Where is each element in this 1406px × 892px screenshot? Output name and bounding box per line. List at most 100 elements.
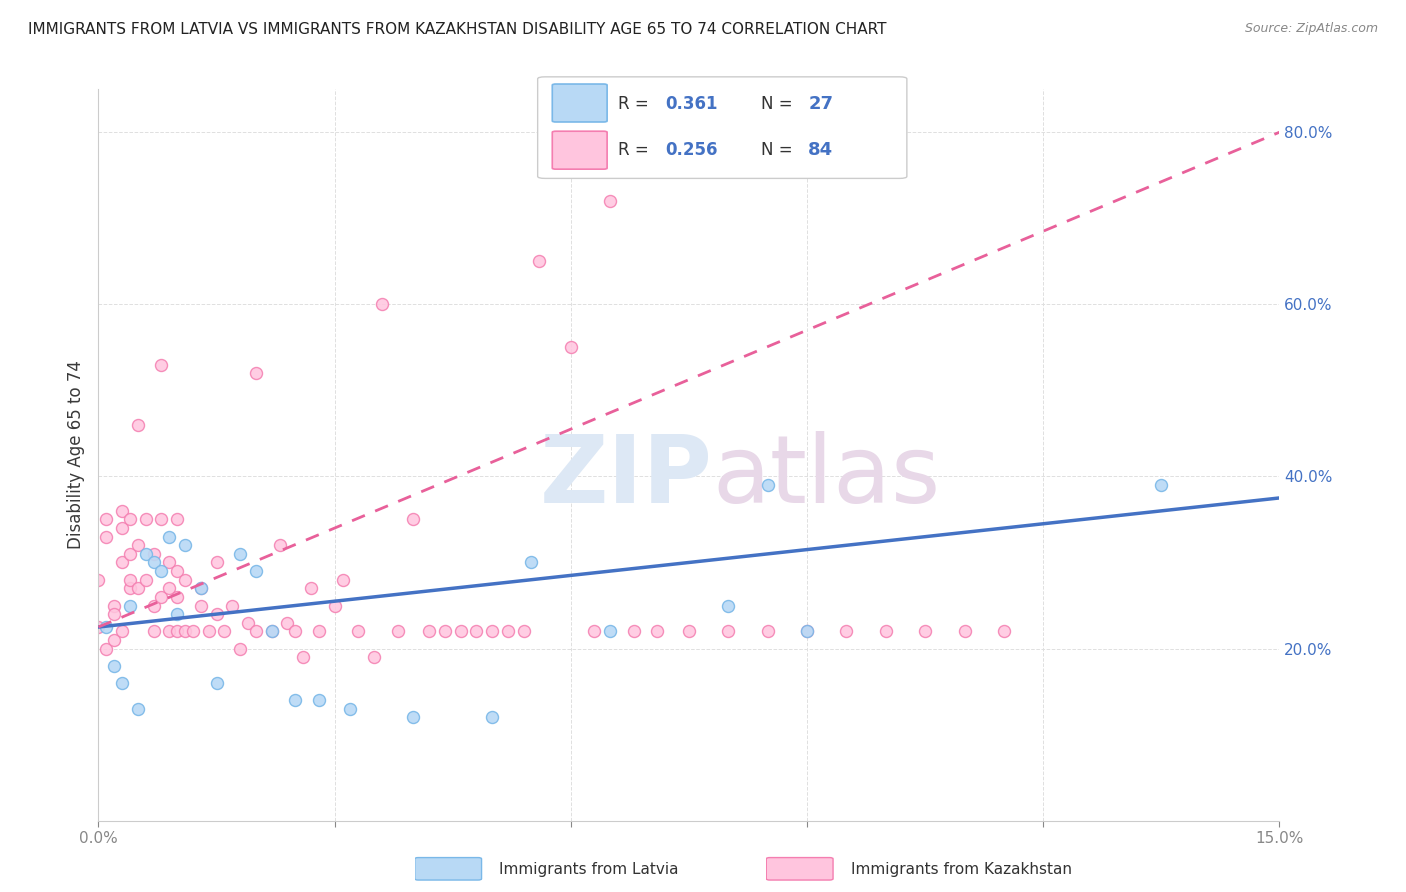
Point [174,538,197,552]
Point [433,624,456,639]
Point [135,512,157,526]
Point [245,564,267,578]
Point [127,417,149,432]
Point [221,599,243,613]
Point [96,512,118,526]
Point [678,624,700,639]
Point [245,624,267,639]
Text: 0.256: 0.256 [665,141,718,159]
Point [914,624,936,639]
Point [835,624,858,639]
Point [583,624,606,639]
Point [174,624,197,639]
Point [1150,478,1173,492]
Point [756,478,779,492]
Point [157,530,180,544]
FancyBboxPatch shape [415,857,481,880]
Point [166,512,188,526]
Point [269,538,291,552]
Point [127,702,149,716]
Point [347,624,370,639]
Text: Source: ZipAtlas.com: Source: ZipAtlas.com [1244,22,1378,36]
Text: R =: R = [619,141,654,159]
Point [87,620,110,634]
Text: 0.361: 0.361 [665,95,718,112]
Point [260,624,283,639]
Text: atlas: atlas [713,431,941,523]
Point [166,564,188,578]
Point [111,521,134,535]
Point [756,624,779,639]
Point [450,624,472,639]
Point [717,599,740,613]
Point [111,676,134,690]
Point [150,512,173,526]
Point [402,710,425,724]
Point [205,556,228,570]
Point [157,624,180,639]
Point [96,530,118,544]
Point [229,547,252,561]
Point [127,582,149,596]
Point [135,547,157,561]
Text: 27: 27 [808,95,834,112]
Point [623,624,645,639]
FancyBboxPatch shape [766,857,834,880]
Text: N =: N = [761,141,797,159]
Text: Immigrants from Latvia: Immigrants from Latvia [499,863,679,877]
Point [299,582,322,596]
Point [118,512,141,526]
Point [166,607,188,621]
Point [103,599,125,613]
Point [157,582,180,596]
Point [118,599,141,613]
Point [599,624,621,639]
Point [150,358,173,372]
Point [229,641,252,656]
Text: 84: 84 [808,141,834,159]
Point [135,573,157,587]
Point [96,641,118,656]
Point [953,624,976,639]
Point [150,590,173,604]
Point [96,620,118,634]
Point [496,624,519,639]
FancyBboxPatch shape [553,84,607,122]
Point [402,512,425,526]
Point [323,599,346,613]
Point [166,624,188,639]
Point [174,573,197,587]
Point [103,632,125,647]
Point [103,658,125,673]
Point [717,624,740,639]
Point [205,676,228,690]
Point [371,297,394,311]
Point [111,624,134,639]
Point [560,340,582,354]
Point [118,547,141,561]
Point [190,582,212,596]
Point [142,599,165,613]
Point [236,615,259,630]
Point [181,624,204,639]
Point [142,556,165,570]
Point [276,615,298,630]
Point [111,556,134,570]
Text: IMMIGRANTS FROM LATVIA VS IMMIGRANTS FROM KAZAKHSTAN DISABILITY AGE 65 TO 74 COR: IMMIGRANTS FROM LATVIA VS IMMIGRANTS FRO… [28,22,887,37]
Point [308,693,330,707]
Point [87,573,110,587]
Text: Immigrants from Kazakhstan: Immigrants from Kazakhstan [851,863,1071,877]
FancyBboxPatch shape [537,77,907,178]
Point [205,607,228,621]
Point [796,624,818,639]
Point [197,624,219,639]
Point [481,624,503,639]
Point [157,556,180,570]
Point [418,624,440,639]
Point [339,702,361,716]
Point [214,624,236,639]
Point [332,573,354,587]
Point [465,624,488,639]
Point [599,194,621,208]
Point [142,624,165,639]
